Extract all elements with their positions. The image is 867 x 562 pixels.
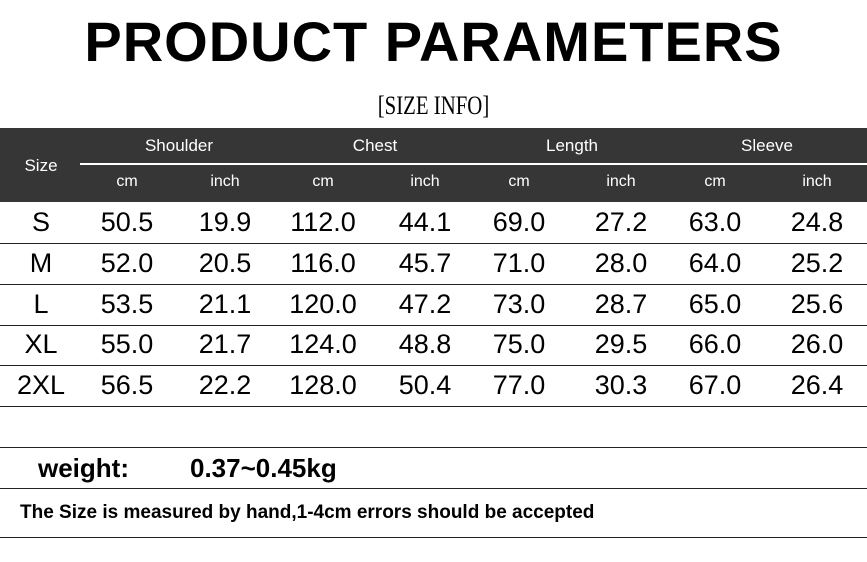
weight-label: weight: bbox=[38, 453, 129, 483]
unit-header: inch bbox=[802, 173, 832, 190]
unit-header: cm bbox=[312, 173, 334, 190]
value-cell: 116.0 bbox=[290, 248, 356, 278]
row-divider bbox=[0, 325, 867, 326]
value-cell: 66.0 bbox=[688, 329, 742, 359]
value-cell: 22.2 bbox=[198, 370, 252, 400]
size-cell: XL bbox=[24, 329, 58, 359]
weight-value: 0.37~0.45kg bbox=[190, 453, 337, 483]
value-cell: 53.5 bbox=[100, 289, 154, 319]
value-cell: 19.9 bbox=[198, 207, 252, 237]
value-cell: 25.2 bbox=[790, 248, 844, 278]
value-cell: 28.0 bbox=[594, 248, 648, 278]
value-cell: 56.5 bbox=[100, 370, 154, 400]
value-cell: 69.0 bbox=[492, 207, 546, 237]
row-divider bbox=[0, 284, 867, 285]
value-cell: 25.6 bbox=[790, 289, 844, 319]
value-cell: 120.0 bbox=[289, 289, 357, 319]
value-cell: 71.0 bbox=[492, 248, 546, 278]
value-cell: 124.0 bbox=[289, 329, 357, 359]
value-cell: 64.0 bbox=[688, 248, 742, 278]
table-row: 2XL 56.5 22.2 128.0 50.4 77.0 30.3 67.0 26.4 bbox=[0, 365, 867, 406]
size-column-header: Size bbox=[24, 156, 58, 175]
header-divider bbox=[80, 163, 867, 165]
table-row: L 53.5 21.1 120.0 47.2 73.0 28.7 65.0 25.6 bbox=[0, 284, 867, 325]
unit-header: cm bbox=[704, 173, 726, 190]
value-cell: 77.0 bbox=[492, 370, 546, 400]
value-cell: 21.7 bbox=[198, 329, 252, 359]
unit-header: inch bbox=[606, 173, 636, 190]
value-cell: 26.4 bbox=[790, 370, 844, 400]
column-group-header: Chest bbox=[352, 136, 398, 155]
value-cell: 52.0 bbox=[100, 248, 154, 278]
measurement-note: The Size is measured by hand,1-4cm error… bbox=[20, 502, 595, 523]
value-cell: 20.5 bbox=[198, 248, 252, 278]
size-cell: 2XL bbox=[16, 370, 66, 400]
unit-header: cm bbox=[508, 173, 530, 190]
value-cell: 63.0 bbox=[688, 207, 742, 237]
value-cell: 45.7 bbox=[398, 248, 452, 278]
value-cell: 29.5 bbox=[594, 329, 648, 359]
divider bbox=[0, 537, 867, 538]
value-cell: 112.0 bbox=[290, 207, 356, 237]
size-cell: S bbox=[31, 207, 51, 237]
value-cell: 21.1 bbox=[198, 289, 252, 319]
column-group-header: Length bbox=[546, 136, 598, 155]
value-cell: 27.2 bbox=[594, 207, 648, 237]
table-header: Size Shoulder Chest Length Sleeve cm inch cm i… bbox=[0, 128, 867, 202]
value-cell: 28.7 bbox=[594, 289, 648, 319]
value-cell: 30.3 bbox=[594, 370, 648, 400]
size-cell: M bbox=[29, 248, 53, 278]
value-cell: 26.0 bbox=[790, 329, 844, 359]
value-cell: 24.8 bbox=[790, 207, 844, 237]
row-divider bbox=[0, 243, 867, 244]
unit-header: inch bbox=[410, 173, 440, 190]
row-divider bbox=[0, 365, 867, 366]
value-cell: 48.8 bbox=[398, 329, 452, 359]
unit-header: inch bbox=[210, 173, 240, 190]
value-cell: 128.0 bbox=[289, 370, 357, 400]
value-cell: 73.0 bbox=[492, 289, 546, 319]
value-cell: 50.5 bbox=[100, 207, 154, 237]
unit-header: cm bbox=[116, 173, 138, 190]
page-title: PRODUCT PARAMETERS bbox=[84, 10, 783, 73]
value-cell: 44.1 bbox=[398, 207, 452, 237]
table-row: M 52.0 20.5 116.0 45.7 71.0 28.0 64.0 25.2 bbox=[0, 243, 867, 284]
value-cell: 75.0 bbox=[492, 329, 546, 359]
value-cell: 55.0 bbox=[100, 329, 154, 359]
table-row: S 50.5 19.9 112.0 44.1 69.0 27.2 63.0 24.8 bbox=[0, 202, 867, 243]
row-divider bbox=[0, 406, 867, 407]
value-cell: 67.0 bbox=[688, 370, 742, 400]
divider bbox=[0, 488, 867, 489]
subtitle: [SIZE INFO] bbox=[377, 91, 490, 120]
column-group-header: Shoulder bbox=[144, 136, 214, 155]
value-cell: 47.2 bbox=[398, 289, 452, 319]
column-group-header: Sleeve bbox=[741, 136, 793, 155]
value-cell: 50.4 bbox=[398, 370, 452, 400]
table-row: XL 55.0 21.7 124.0 48.8 75.0 29.5 66.0 26.0 bbox=[0, 324, 867, 365]
divider bbox=[0, 447, 867, 448]
size-cell: L bbox=[33, 289, 49, 319]
value-cell: 65.0 bbox=[688, 289, 742, 319]
